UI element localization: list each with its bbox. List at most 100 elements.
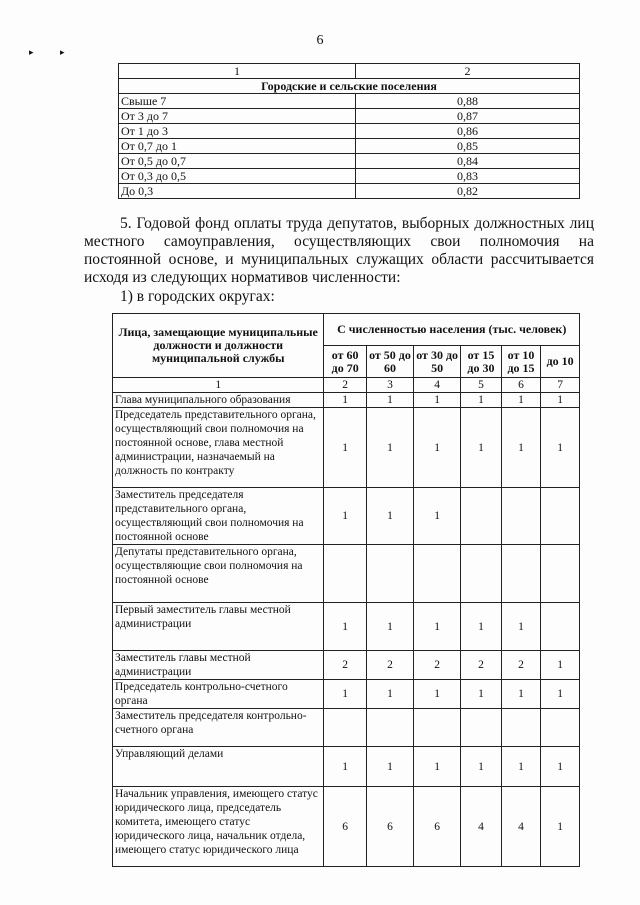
subheading: 1) в городских округах: [120, 288, 275, 305]
position-cell: Депутаты представительного органа, осуще… [111, 544, 325, 603]
coefficient-cell: 0,87 [355, 108, 580, 124]
coefficient-cell: 0,86 [355, 123, 580, 139]
count-cell: 1 [540, 392, 580, 408]
table-row: Председатель представительного органа, о… [111, 407, 580, 488]
coefficient-cell: 0,88 [355, 93, 580, 109]
coefficient-cell: 0,85 [355, 138, 580, 154]
col-number: 5 [460, 377, 502, 393]
count-cell: 1 [323, 679, 367, 709]
position-cell: Глава муниципального образования [111, 392, 325, 408]
count-cell: 1 [540, 786, 580, 867]
count-cell: 1 [365, 407, 415, 488]
table-row: От 1 до 3 0,86 [118, 123, 580, 139]
count-cell: 1 [460, 602, 502, 651]
column-header: от 50 до 60 [365, 345, 415, 378]
count-cell: 1 [365, 679, 415, 709]
coefficient-cell: 0,84 [355, 153, 580, 169]
count-cell: 1 [323, 602, 367, 651]
count-cell: 2 [365, 650, 415, 680]
count-cell [413, 544, 462, 603]
count-cell: 1 [540, 407, 580, 488]
col-number: 6 [500, 377, 542, 393]
table-row: Заместитель председателя представительно… [111, 487, 580, 545]
count-cell [540, 602, 580, 651]
table-row: Свыше 7 0,88 [118, 93, 580, 109]
position-cell: Заместитель председателя контрольно-счет… [111, 708, 325, 747]
column-header: от 60 до 70 [323, 345, 367, 378]
column-header: от 15 до 30 [460, 345, 502, 378]
header-positions: Лица, замещающие муниципальные должности… [111, 313, 325, 378]
count-cell [323, 708, 367, 747]
column-header: до 10 [540, 345, 580, 378]
table-row: От 0,3 до 0,5 0,83 [118, 168, 580, 184]
range-cell: От 0,7 до 1 [118, 138, 356, 154]
paragraph: 5. Годовой фонд оплаты труда депутатов, … [84, 215, 594, 286]
count-cell: 1 [365, 602, 415, 651]
col-number: 3 [365, 377, 415, 393]
position-cell: Первый заместитель главы местной админис… [111, 602, 325, 651]
count-cell [540, 544, 580, 603]
count-cell: 1 [500, 746, 542, 787]
count-cell: 1 [323, 407, 367, 488]
position-cell: Начальник управления, имеющего статус юр… [111, 786, 325, 867]
position-cell: Председатель представительного органа, о… [111, 407, 325, 488]
coefficient-cell: 0,82 [355, 183, 580, 199]
count-cell: 6 [413, 786, 462, 867]
count-cell: 1 [323, 487, 367, 545]
count-cell: 1 [540, 679, 580, 709]
count-cell: 2 [500, 650, 542, 680]
position-cell: Председатель контрольно-счетного органа [111, 679, 325, 709]
col-number: 1 [111, 377, 325, 393]
count-cell [500, 544, 542, 603]
count-cell [413, 708, 462, 747]
range-cell: От 3 до 7 [118, 108, 356, 124]
count-cell: 1 [323, 392, 367, 408]
table-row: Первый заместитель главы местной админис… [111, 602, 580, 651]
count-cell: 1 [500, 679, 542, 709]
count-cell: 1 [460, 679, 502, 709]
table-row: Председатель контрольно-счетного органа 1… [111, 679, 580, 709]
count-cell [500, 708, 542, 747]
count-cell: 6 [323, 786, 367, 867]
position-cell: Заместитель председателя представительно… [111, 487, 325, 545]
count-cell: 1 [413, 392, 462, 408]
table-row: До 0,3 0,82 [118, 183, 580, 199]
staffing-table: Лица, замещающие муниципальные должности… [111, 313, 580, 867]
range-cell: Свыше 7 [118, 93, 356, 109]
table-row: Управляющий делами 1 1 1 1 1 1 [111, 746, 580, 787]
count-cell [540, 487, 580, 545]
count-cell: 1 [413, 602, 462, 651]
column-header: от 10 до 15 [500, 345, 542, 378]
count-cell: 1 [413, 746, 462, 787]
page-number: 6 [316, 33, 324, 48]
count-cell: 1 [500, 407, 542, 488]
count-cell: 1 [540, 650, 580, 680]
count-cell: 1 [413, 679, 462, 709]
count-cell: 2 [460, 650, 502, 680]
table-row: Заместитель председателя контрольно-счет… [111, 708, 580, 747]
count-cell: 1 [365, 487, 415, 545]
scan-mark: ▸ [29, 47, 34, 57]
header-population: С численностью населения (тыс. человек) [323, 313, 580, 346]
table-row: От 0,7 до 1 0,85 [118, 138, 580, 154]
count-cell: 1 [540, 746, 580, 787]
scan-mark: ▸ [60, 47, 65, 57]
table-row: Депутаты представительного органа, осуще… [111, 544, 580, 603]
count-cell: 1 [460, 392, 502, 408]
col-number: 2 [355, 63, 580, 79]
col-number: 2 [323, 377, 367, 393]
table-row: Глава муниципального образования 1 1 1 1 1 1 [111, 392, 580, 408]
count-cell [500, 487, 542, 545]
count-cell: 1 [460, 746, 502, 787]
count-cell: 1 [460, 407, 502, 488]
count-cell [365, 708, 415, 747]
count-cell: 2 [413, 650, 462, 680]
table-row: Начальник управления, имеющего статус юр… [111, 786, 580, 867]
count-cell [460, 708, 502, 747]
range-cell: От 0,3 до 0,5 [118, 168, 356, 184]
position-cell: Заместитель главы местной администрации [111, 650, 325, 680]
table-row: От 0,5 до 0,7 0,84 [118, 153, 580, 169]
count-cell: 6 [365, 786, 415, 867]
count-cell: 1 [500, 392, 542, 408]
